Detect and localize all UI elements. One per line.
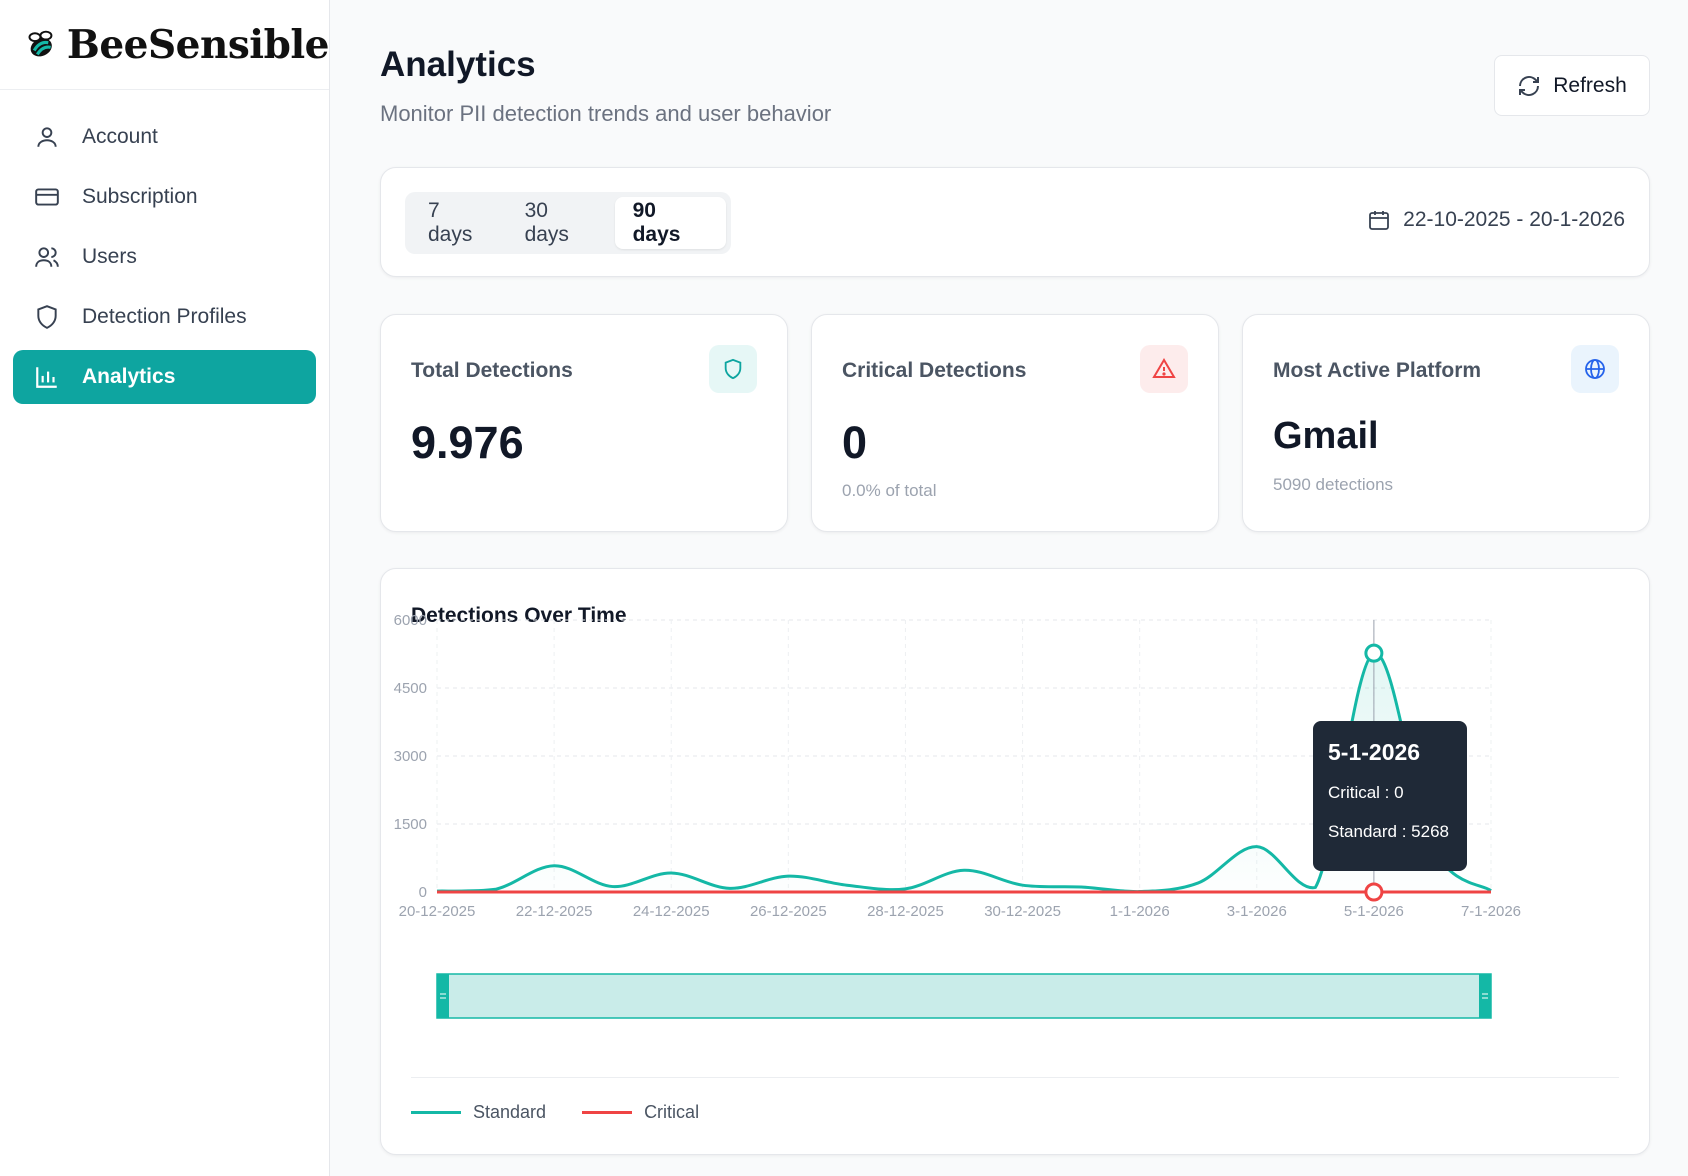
brand[interactable]: BeeSensible (0, 0, 330, 90)
x-tick-label: 24-12-2025 (633, 903, 710, 920)
stat-sub: 0.0% of total (842, 481, 937, 500)
shield-icon (709, 345, 757, 393)
user-icon (32, 122, 62, 152)
legend-swatch (582, 1111, 633, 1114)
sidebar-item-label: Analytics (82, 365, 176, 388)
range-option-30-days[interactable]: 30 days (524, 199, 569, 246)
x-tick-label: 5-1-2026 (1344, 903, 1404, 920)
legend-swatch (411, 1111, 461, 1114)
tooltip-date: 5-1-2026 (1328, 739, 1421, 765)
sidebar-item-label: Account (82, 125, 158, 148)
y-tick-label: 1500 (394, 816, 427, 833)
globe-icon (1571, 345, 1619, 393)
legend-label: Critical (644, 1102, 700, 1122)
detections-line-chart[interactable]: 0 1500 3000 4500 6000 20-12-2025 22-12-2025 24-… (381, 569, 1651, 1156)
stat-label: Critical Detections (842, 359, 1027, 382)
stat-card-most-active-platform: Most Active Platform Gmail 5090 detectio… (1242, 314, 1650, 532)
tooltip-standard: Standard : 5268 (1328, 822, 1449, 841)
stat-label: Most Active Platform (1273, 359, 1482, 382)
x-tick-label: 30-12-2025 (984, 903, 1061, 920)
refresh-label: Refresh (1553, 73, 1627, 97)
tooltip-critical: Critical : 0 (1328, 783, 1404, 802)
chart-tooltip: 5-1-2026 Critical : 0 Standard : 5268 (1313, 721, 1467, 871)
sidebar-item-detection-profiles[interactable]: Detection Profiles (13, 290, 316, 344)
users-icon (32, 242, 62, 272)
stat-card-total-detections: Total Detections 9.976 (380, 314, 788, 532)
chart-legend: Standard Critical (411, 1102, 735, 1123)
sidebar-item-analytics[interactable]: Analytics (13, 350, 316, 404)
range-option-7-days[interactable]: 7 days (428, 199, 473, 246)
stat-label: Total Detections (411, 359, 573, 382)
brush-range (436, 973, 1492, 1019)
x-tick-label: 26-12-2025 (750, 903, 827, 920)
stat-value: 9.976 (411, 417, 524, 468)
y-tick-label: 3000 (394, 748, 427, 765)
sidebar: BeeSensible Account Subscription Users D… (0, 0, 330, 1176)
sidebar-item-label: Detection Profiles (82, 305, 247, 328)
y-tick-label: 6000 (394, 612, 427, 629)
range-toggle: 7 days 30 days 90 days (405, 192, 731, 254)
stat-value: Gmail (1273, 415, 1379, 457)
stat-sub: 5090 detections (1273, 475, 1394, 494)
bar-chart-icon (32, 362, 62, 392)
critical-point (1364, 882, 1384, 902)
range-option-90-days[interactable]: 90 days (614, 197, 726, 249)
brush-handle-left[interactable] (437, 974, 449, 1018)
divider (411, 1077, 1619, 1078)
page-title: Analytics (380, 45, 536, 84)
brush-handle-right[interactable] (1479, 974, 1491, 1018)
refresh-icon (1517, 74, 1541, 98)
date-range-display[interactable]: 22-10-2025 - 20-1-2026 (1367, 208, 1625, 232)
detections-chart-card: Detections Over Time 0 1500 3000 4500 6000 20… (380, 568, 1650, 1155)
date-range-text: 22-10-2025 - 20-1-2026 (1403, 208, 1625, 231)
y-tick-label: 4500 (394, 680, 427, 697)
stat-value: 0 (842, 417, 868, 468)
brand-name: BeeSensible (66, 21, 330, 68)
x-tick-label: 7-1-2026 (1461, 903, 1521, 920)
standard-point (1364, 643, 1384, 663)
legend-item-standard[interactable]: Standard (411, 1102, 546, 1123)
credit-card-icon (32, 182, 62, 212)
sidebar-item-account[interactable]: Account (13, 110, 316, 164)
date-range-card: 7 days 30 days 90 days 22-10-2025 - 20-1… (380, 167, 1650, 277)
calendar-icon (1367, 208, 1391, 232)
y-tick-label: 0 (419, 884, 427, 901)
x-tick-label: 20-12-2025 (399, 903, 476, 920)
sidebar-item-subscription[interactable]: Subscription (13, 170, 316, 224)
sidebar-item-label: Users (82, 245, 137, 268)
sidebar-item-users[interactable]: Users (13, 230, 316, 284)
x-tick-label: 22-12-2025 (516, 903, 593, 920)
x-tick-label: 3-1-2026 (1227, 903, 1287, 920)
x-tick-label: 28-12-2025 (867, 903, 944, 920)
refresh-button[interactable]: Refresh (1494, 55, 1650, 116)
shield-icon (32, 302, 62, 332)
alert-triangle-icon (1140, 345, 1188, 393)
stat-card-critical-detections: Critical Detections 0 0.0% of total (811, 314, 1219, 532)
legend-label: Standard (473, 1102, 547, 1122)
legend-item-critical[interactable]: Critical (582, 1102, 699, 1123)
page-subtitle: Monitor PII detection trends and user be… (380, 101, 832, 126)
chart-title: Detections Over Time (411, 604, 627, 627)
sidebar-item-label: Subscription (82, 185, 198, 208)
series-standard-line (436, 651, 1492, 894)
sidebar-nav: Account Subscription Users Detection Pro… (0, 90, 329, 404)
x-tick-label: 1-1-2026 (1110, 903, 1170, 920)
bee-logo-icon (28, 30, 53, 56)
